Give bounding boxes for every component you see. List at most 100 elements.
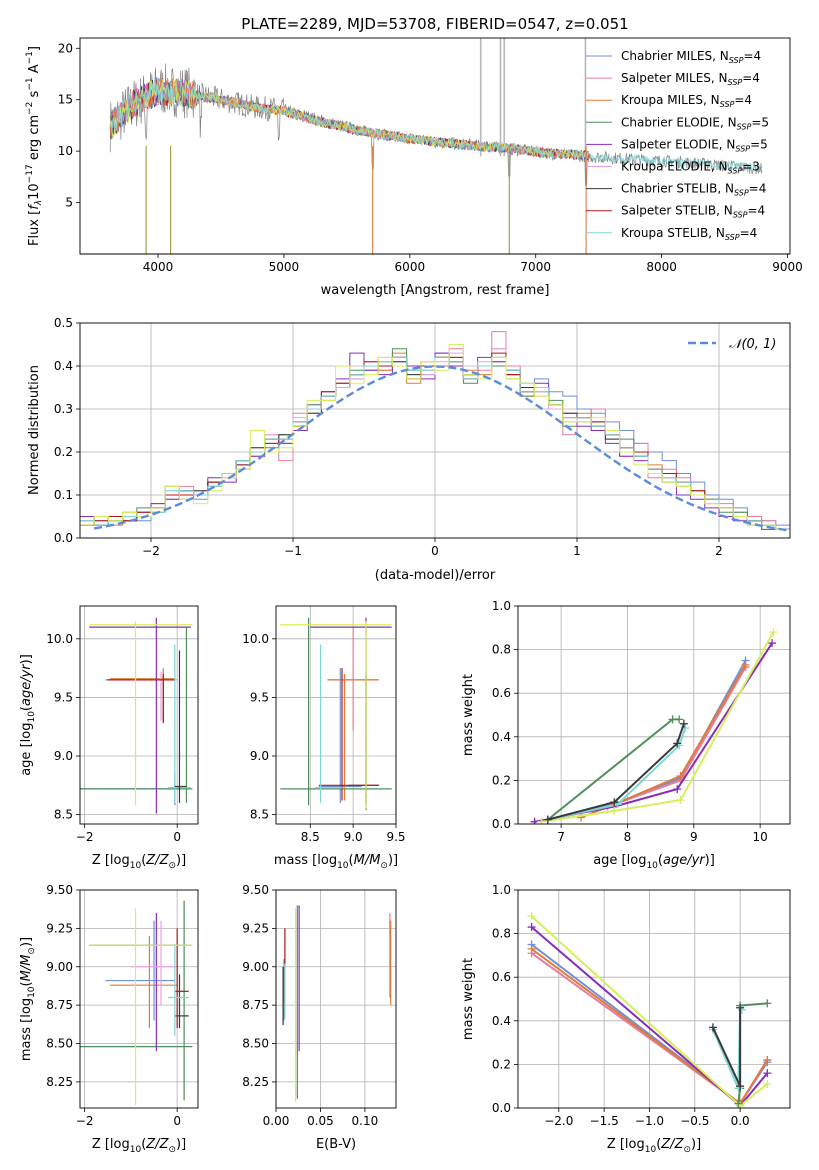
y-axis-label: mass weight: [461, 674, 476, 756]
y-tick-label: 15: [58, 93, 73, 107]
legend-label: Kroupa ELODIE, NSSP=3: [621, 160, 760, 176]
x-tick-label: −2: [142, 544, 160, 558]
y-tick-label: 8.25: [242, 1075, 269, 1089]
mass-weight-lines: [527, 912, 772, 1108]
mass-weight-marker: [736, 1082, 745, 1091]
x-axis-label: wavelength [Angstrom, rest frame]: [321, 283, 550, 298]
x-tick-label: 0: [173, 1114, 181, 1128]
y-tick-label: 8.50: [242, 1037, 269, 1051]
x-tick-label: 6000: [395, 260, 426, 274]
legend-label: Salpeter STELIB, NSSP=4: [621, 204, 765, 220]
x-tick-label: −0.5: [680, 1114, 709, 1128]
mass-weight-marker: [768, 639, 777, 648]
mass-weight-marker: [675, 715, 684, 724]
mass-weight-line: [711, 1007, 742, 1087]
mass-weight-marker: [676, 772, 685, 781]
y-tick-label: 0.0: [492, 1101, 511, 1115]
mass-weight-marker: [763, 1080, 772, 1089]
x-tick-label: 0.05: [307, 1114, 334, 1128]
x-tick-label: −1: [284, 544, 302, 558]
y-tick-label: 0.6: [492, 686, 511, 700]
mass-weight-line: [711, 1004, 743, 1089]
x-tick-label: 0.10: [352, 1114, 379, 1128]
spectrum-panel: 4000 5000 6000 7000 8000 9000 5 10 15 20 wavelengt…: [25, 37, 803, 298]
axes-frame: [275, 889, 397, 1109]
x-tick-label: 4000: [143, 260, 174, 274]
y-tick-label: 9.25: [242, 921, 269, 935]
mass-weight-marker: [610, 798, 619, 807]
massweight-vs-metallicity-panel: −2.0 −1.5 −1.0 −0.5 0.0 0.0 0.2 0.4 0.6 0.8 1.0 mas…: [461, 883, 791, 1155]
y-tick-label: 1.0: [492, 599, 511, 613]
y-tick-label: 10.0: [242, 632, 269, 646]
axes-frame: [79, 605, 199, 825]
errorbars: [280, 617, 392, 810]
mass-weight-line: [580, 664, 747, 819]
x-tick-label: −2: [76, 830, 94, 844]
x-axis-label: Z [log10(Z/Z⊙)]: [92, 1137, 186, 1155]
legend-label: Kroupa STELIB, NSSP=4: [621, 226, 757, 242]
mass-weight-marker: [527, 944, 536, 953]
residuals-panel: −2 −1 0 1 2 0.0 0.1 0.2 0.3 0.4 0.5 𝒩(0, 1) (data-mo…: [27, 316, 791, 583]
y-tick-label: 0.0: [54, 531, 73, 545]
x-tick-label: 10: [753, 830, 768, 844]
x-tick-label: 0: [173, 830, 181, 844]
x-tick-label: 2: [715, 544, 723, 558]
y-tick-label: 9.00: [242, 960, 269, 974]
mass-weight-marker: [673, 785, 682, 794]
y-tick-label: 9.5: [250, 690, 269, 704]
x-tick-label: −1.0: [635, 1114, 664, 1128]
y-tick-label: 0.8: [492, 927, 511, 941]
x-tick-label: 7: [557, 830, 565, 844]
x-axis-label: (data-model)/error: [375, 568, 496, 583]
y-tick-label: 0.2: [492, 1057, 511, 1071]
x-tick-label: 9.0: [344, 830, 363, 844]
axes-frame: [79, 889, 199, 1109]
y-tick-label: 0.3: [54, 402, 73, 416]
y-tick-label: 10: [58, 144, 73, 158]
x-tick-label: 0.00: [263, 1114, 290, 1128]
massweight-vs-age-panel: 7 8 9 10 0.0 0.2 0.4 0.6 0.8 1.0 mass weight age [l…: [461, 599, 791, 871]
y-tick-label: 8.5: [250, 808, 269, 822]
y-tick-label: 8.25: [46, 1075, 73, 1089]
axes-frame: [79, 322, 791, 539]
x-tick-label: 8.5: [301, 830, 320, 844]
y-tick-label: 0.4: [492, 1014, 511, 1028]
x-tick-label: 0.0: [731, 1114, 750, 1128]
normal-curve: [94, 365, 790, 532]
x-tick-label: 9: [690, 830, 698, 844]
legend-label: Kroupa MILES, NSSP=4: [621, 93, 752, 109]
x-axis-label: Z [log10(Z/Z⊙)]: [607, 1137, 701, 1155]
y-tick-label: 8.5: [54, 808, 73, 822]
x-tick-label: −2: [76, 1114, 94, 1128]
y-axis-label: age [log10(age/yr)]: [19, 654, 37, 776]
x-tick-label: 9000: [772, 260, 803, 274]
x-axis-label: mass [log10(M/M⊙)]: [274, 853, 398, 871]
mass-weight-marker: [610, 806, 619, 815]
mass-weight-marker: [676, 796, 685, 805]
y-tick-label: 20: [58, 41, 73, 55]
axes-frame: [275, 605, 397, 825]
x-axis-label: Z [log10(Z/Z⊙)]: [92, 853, 186, 871]
errorbars: [80, 617, 193, 814]
mass-weight-marker: [673, 739, 682, 748]
x-axis-label: age [log10(age/yr)]: [593, 853, 715, 871]
legend-label: Salpeter MILES, NSSP=4: [621, 71, 760, 87]
histogram-lines: [80, 331, 790, 532]
y-tick-label: 9.00: [46, 960, 73, 974]
histogram-step: [80, 344, 790, 530]
mass-weight-marker: [763, 999, 772, 1008]
mass-weight-marker: [527, 912, 536, 921]
mass-weight-marker: [537, 817, 546, 824]
axes-frame: [517, 605, 791, 825]
y-tick-label: 0.2: [54, 445, 73, 459]
y-tick-label: 0.1: [54, 488, 73, 502]
x-axis-label: E(B-V): [316, 1137, 356, 1152]
mass-weight-marker: [763, 1069, 772, 1078]
legend-label: Salpeter ELODIE, NSSP=5: [621, 137, 768, 153]
mass-weight-marker: [679, 719, 688, 728]
mass-weight-marker: [577, 813, 586, 822]
y-tick-label: 0.5: [54, 316, 73, 330]
y-tick-label: 9.0: [250, 749, 269, 763]
errorbars: [282, 905, 392, 1102]
